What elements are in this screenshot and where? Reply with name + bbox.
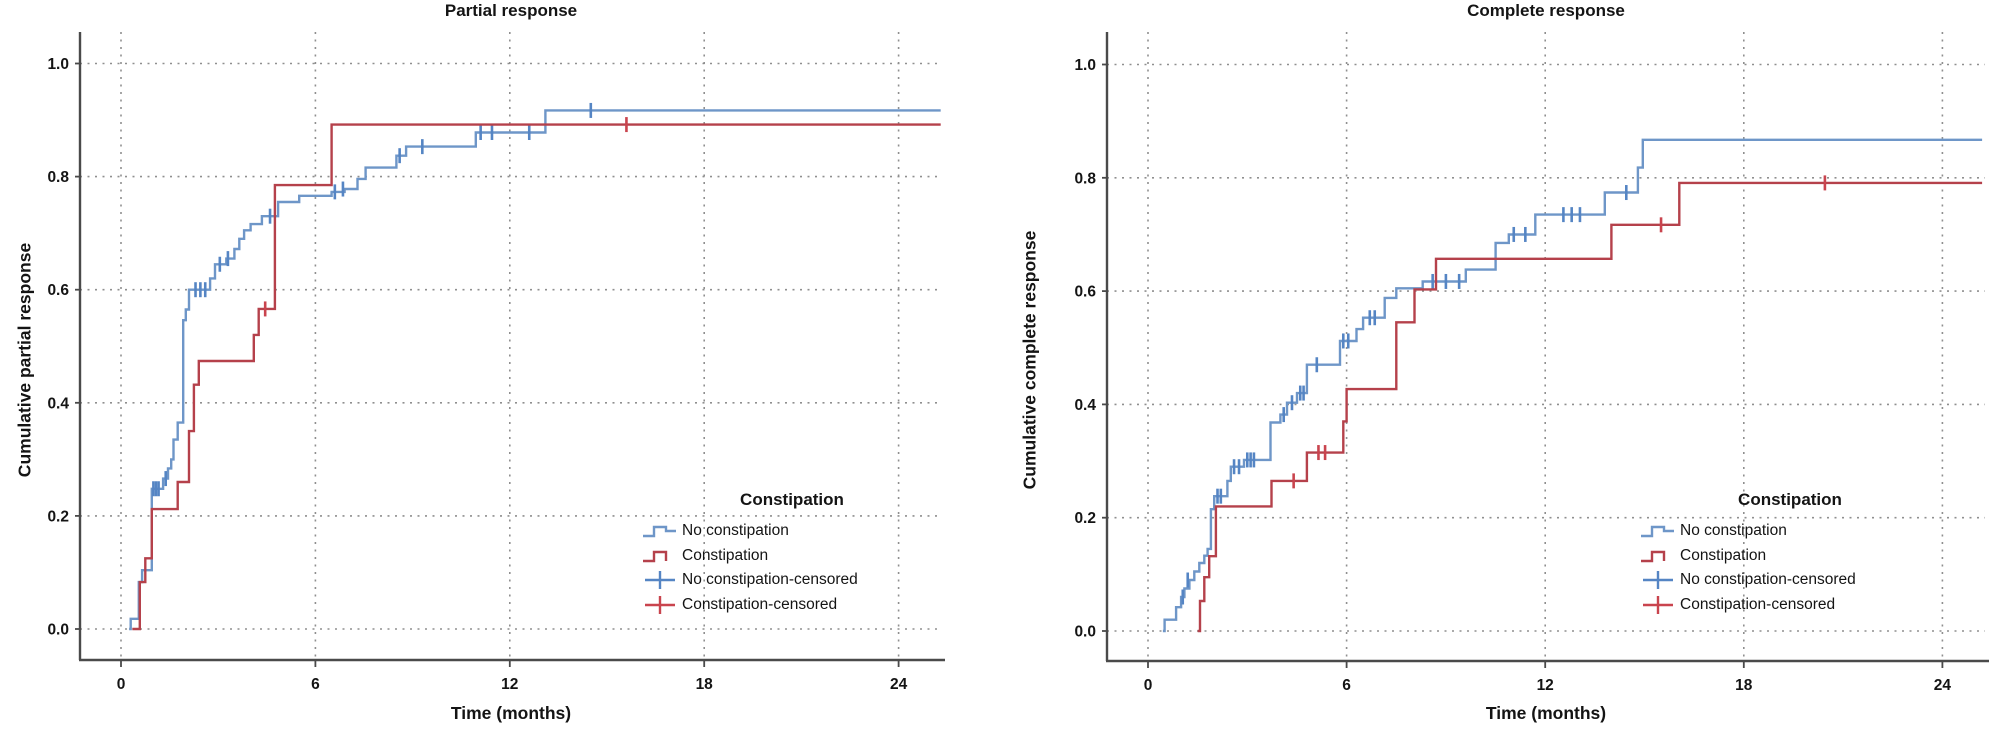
y-tick-label: 1.0 xyxy=(47,56,69,73)
complete-response-plot: 0 6 12 18 24 0.0 0.2 0.4 0.6 0.8 1.0 xyxy=(1074,32,1989,694)
y-tick-label: 0.6 xyxy=(47,282,69,299)
x-tick-label: 0 xyxy=(117,676,126,693)
legend-item-no-constipation: No constipation xyxy=(642,519,942,544)
legend-item-constipation-censored: Constipation-censored xyxy=(642,593,942,618)
x-axis-title-complete: Time (months) xyxy=(1485,703,1607,723)
page-title-partial: Partial response xyxy=(444,1,578,20)
step-line-icon xyxy=(1641,550,1666,562)
y-axis-title-partial: Cumulative partial response xyxy=(14,242,35,478)
legend-title: Constipation xyxy=(1738,490,1842,509)
step-line-icon xyxy=(643,526,676,538)
series-path-no-constipation xyxy=(129,109,941,631)
plus-icon xyxy=(645,571,675,590)
legend-title: Constipation xyxy=(740,490,844,509)
y-tick-label: 0.4 xyxy=(1074,397,1096,414)
legend-label: No constipation-censored xyxy=(682,571,858,589)
x-axis-title-partial: Time (months) xyxy=(450,703,572,723)
legend-label: No constipation xyxy=(682,522,789,540)
x-tick-label: 24 xyxy=(1934,677,1952,694)
legend-item-constipation-censored: Constipation-censored xyxy=(1640,593,1940,618)
y-tick-label: 0.8 xyxy=(1074,170,1096,187)
y-tick-label: 0.0 xyxy=(47,622,69,639)
legend-label: No constipation xyxy=(1680,522,1787,540)
legend-label: Constipation xyxy=(1680,546,1767,564)
step-line-icon xyxy=(643,550,668,562)
partial-response-plot: 0 6 12 18 24 0.0 0.2 0.4 0.6 0.8 1.0 xyxy=(47,32,945,693)
y-tick-label: 0.6 xyxy=(1074,284,1096,301)
plus-icon xyxy=(1643,595,1673,614)
x-tick-label: 18 xyxy=(1735,677,1753,694)
y-tick-label: 0.2 xyxy=(1074,510,1096,527)
series-path-constipation xyxy=(132,123,941,631)
x-tick-label: 12 xyxy=(501,676,518,693)
y-tick-label: 1.0 xyxy=(1074,57,1096,74)
x-tick-label: 6 xyxy=(311,676,320,693)
x-tick-label: 24 xyxy=(890,676,908,693)
legend-item-constipation: Constipation xyxy=(1640,544,1940,569)
panel-partial-response: 0 6 12 18 24 0.0 0.2 0.4 0.6 0.8 1.0 Partial respo… xyxy=(14,1,945,723)
step-line-icon xyxy=(1641,526,1674,538)
legend-label: No constipation-censored xyxy=(1680,571,1856,589)
legend-item-constipation: Constipation xyxy=(642,544,942,569)
legend-item-no-constipation: No constipation xyxy=(1640,519,1940,544)
plus-icon xyxy=(1643,571,1673,590)
legend-label: Constipation-censored xyxy=(682,595,838,613)
y-tick-label: 0.2 xyxy=(47,508,69,525)
page-title-complete: Complete response xyxy=(1467,1,1625,20)
legend-label: Constipation xyxy=(682,546,769,564)
x-tick-label: 6 xyxy=(1342,677,1351,694)
panel-complete-response: 0 6 12 18 24 0.0 0.2 0.4 0.6 0.8 1.0 Complete resp… xyxy=(998,0,1996,743)
legend-item-no-constipation-censored: No constipation-censored xyxy=(1640,568,1940,593)
legend-item-no-constipation-censored: No constipation-censored xyxy=(642,568,942,593)
series-path-constipation xyxy=(1197,181,1983,633)
plus-icon xyxy=(645,595,675,614)
y-tick-label: 0.4 xyxy=(47,395,69,412)
y-tick-label: 0.0 xyxy=(1074,624,1096,641)
legend-label: Constipation-censored xyxy=(1680,595,1836,613)
legend-partial: Constipation No constipation Constipatio… xyxy=(642,490,942,617)
x-tick-label: 18 xyxy=(696,676,714,693)
legend-complete: Constipation No constipation Constipatio… xyxy=(1640,490,1940,617)
x-tick-label: 0 xyxy=(1144,677,1153,694)
y-axis-title-complete: Cumulative complete response xyxy=(1019,230,1040,490)
y-tick-label: 0.8 xyxy=(47,169,69,186)
x-tick-label: 12 xyxy=(1537,677,1554,694)
